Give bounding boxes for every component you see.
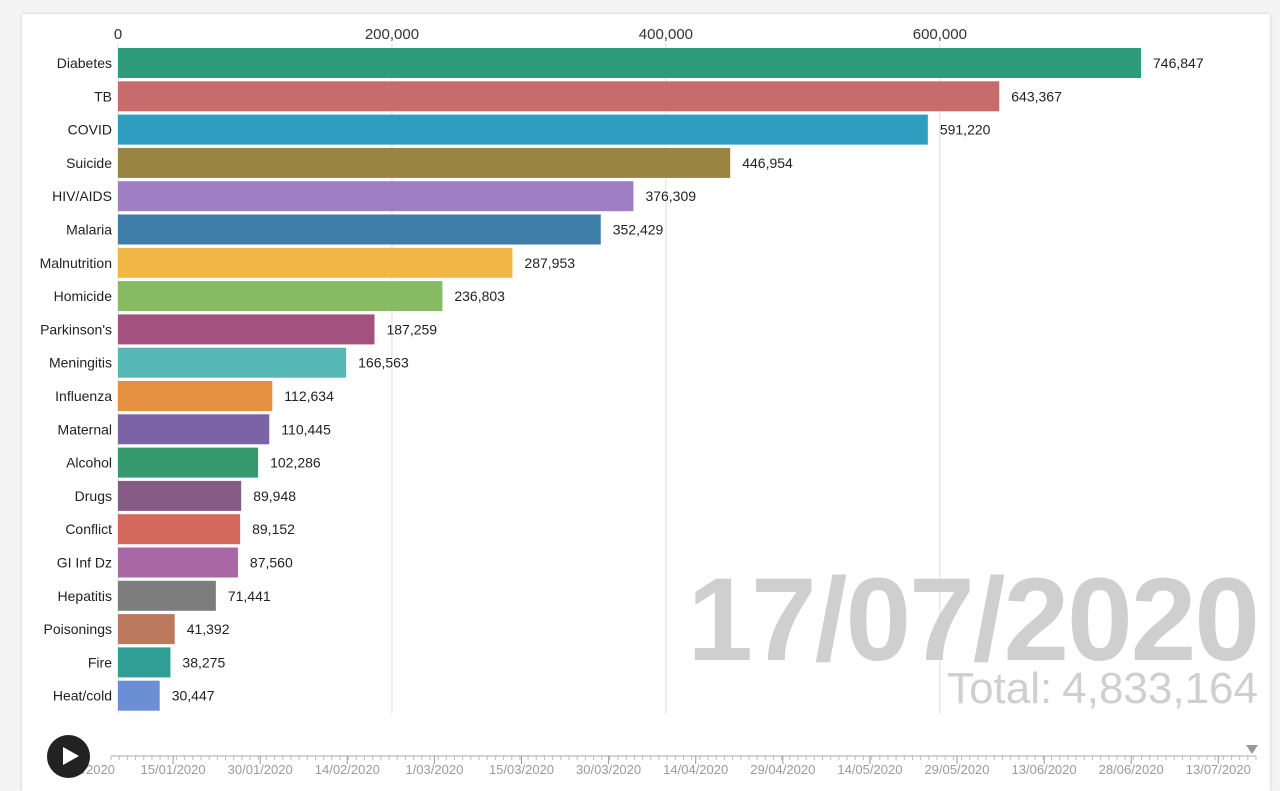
bar	[118, 247, 513, 278]
bar-chart: 0 200,000 400,000 600,000 Diabetes 746,847 TB 6…	[40, 26, 1257, 777]
bar	[118, 547, 238, 578]
timeline-handle-triangle-down-icon[interactable]	[1246, 745, 1258, 754]
x-tick-label: 600,000	[913, 26, 967, 43]
value-label: 30,447	[172, 688, 215, 704]
category-label: TB	[94, 88, 112, 104]
value-label: 87,560	[250, 555, 293, 571]
x-tick-label: 400,000	[639, 26, 693, 43]
bar	[118, 114, 928, 145]
timeline-date-label: 14/04/2020	[663, 762, 728, 777]
total-label: Total:	[947, 664, 1053, 713]
value-label: 110,445	[281, 421, 331, 437]
category-label: Hepatitis	[58, 588, 112, 604]
value-label: 187,259	[386, 321, 437, 337]
play-icon	[63, 747, 79, 765]
category-label: Diabetes	[57, 55, 112, 71]
bar	[118, 81, 1000, 112]
bar	[118, 181, 634, 212]
bar	[118, 447, 259, 478]
value-label: 41,392	[187, 621, 230, 637]
category-label: Poisonings	[44, 621, 113, 637]
timeline-date-label: 29/04/2020	[750, 762, 815, 777]
timeline-date-label: 13/07/2020	[1186, 762, 1251, 777]
bar	[118, 514, 241, 545]
category-label: Heat/cold	[53, 688, 112, 704]
timeline-date-label: 13/06/2020	[1012, 762, 1077, 777]
total-value: 4,833,164	[1062, 664, 1258, 713]
category-label: Suicide	[66, 155, 112, 171]
category-label: COVID	[68, 122, 112, 138]
category-label: Homicide	[54, 288, 113, 304]
value-label: 446,954	[742, 155, 793, 171]
bar	[118, 680, 160, 711]
value-label: 643,367	[1011, 88, 1062, 104]
bar	[118, 214, 601, 245]
bar	[118, 147, 731, 178]
current-date-label: 17/07/2020	[687, 554, 1260, 686]
timeline-date-label: 15/01/2020	[141, 762, 206, 777]
category-label: Meningitis	[49, 355, 112, 371]
value-label: 89,152	[252, 521, 295, 537]
category-label: Maternal	[58, 421, 112, 437]
bar	[118, 414, 270, 445]
value-label: 376,309	[645, 188, 696, 204]
bar	[118, 314, 375, 345]
category-label: Drugs	[75, 488, 112, 504]
timeline-date-label: 30/01/2020	[228, 762, 293, 777]
category-label: Malnutrition	[40, 255, 112, 271]
category-label: Conflict	[65, 521, 112, 537]
bar	[118, 614, 175, 645]
bar	[118, 580, 216, 611]
timeline-date-label: 14/05/2020	[837, 762, 902, 777]
bar	[118, 281, 443, 312]
category-label: Alcohol	[66, 455, 112, 471]
bar	[118, 347, 347, 378]
value-label: 89,948	[253, 488, 296, 504]
value-label: 71,441	[228, 588, 271, 604]
category-label: Fire	[88, 654, 112, 670]
category-label: Parkinson's	[40, 321, 112, 337]
value-label: 236,803	[454, 288, 505, 304]
value-label: 102,286	[270, 455, 321, 471]
timeline-date-label: 28/06/2020	[1099, 762, 1164, 777]
category-label: Malaria	[66, 222, 112, 238]
value-label: 38,275	[182, 654, 225, 670]
bar	[118, 48, 1141, 78]
value-label: 112,634	[284, 388, 334, 404]
timeline-date-label: 14/02/2020	[315, 762, 380, 777]
value-label: 746,847	[1153, 55, 1204, 71]
bar	[118, 480, 242, 511]
category-label: Influenza	[55, 388, 112, 404]
bar	[118, 647, 171, 678]
category-label: HIV/AIDS	[52, 188, 112, 204]
value-label: 166,563	[358, 355, 409, 371]
timeline-date-label: 29/05/2020	[924, 762, 989, 777]
value-label: 287,953	[524, 255, 575, 271]
category-label: GI Inf Dz	[57, 555, 112, 571]
play-button[interactable]	[47, 735, 90, 778]
bar	[118, 381, 273, 411]
x-tick-label: 200,000	[365, 26, 419, 43]
chart-card: 0 200,000 400,000 600,000 Diabetes 746,847 TB 6…	[22, 14, 1270, 791]
timeline-date-label: 1/03/2020	[405, 762, 463, 777]
x-tick-label: 0	[114, 26, 122, 43]
value-label: 591,220	[940, 122, 991, 138]
timeline-date-label: 30/03/2020	[576, 762, 641, 777]
value-label: 352,429	[613, 222, 664, 238]
total-readout: Total: 4,833,164	[947, 664, 1258, 714]
timeline-date-label: 15/03/2020	[489, 762, 554, 777]
